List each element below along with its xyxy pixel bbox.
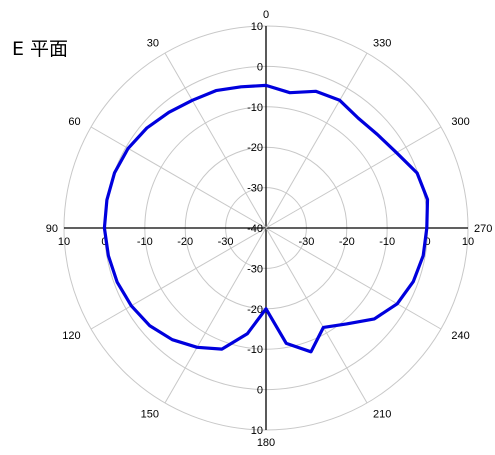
r-tick-label: -40 xyxy=(247,223,263,235)
angle-tick-label: 90 xyxy=(46,223,58,235)
r-tick-label: -20 xyxy=(247,142,263,154)
angle-tick-label: 300 xyxy=(451,116,469,128)
r-tick-label: -10 xyxy=(247,344,263,356)
r-tick-label: 10 xyxy=(462,236,474,248)
angle-tick-label: 270 xyxy=(474,223,492,235)
r-tick-label: 0 xyxy=(257,61,263,73)
angle-tick-label: 240 xyxy=(451,330,469,342)
angle-tick-label: 180 xyxy=(257,437,275,449)
r-tick-label: 0 xyxy=(425,236,431,248)
r-tick-label: -30 xyxy=(247,183,263,195)
grid-spoke xyxy=(164,227,267,404)
grid-spoke xyxy=(265,227,442,330)
r-tick-label: -10 xyxy=(379,236,395,248)
angle-tick-label: 0 xyxy=(263,9,269,21)
r-tick-label: -20 xyxy=(177,236,193,248)
r-tick-label: -20 xyxy=(247,304,263,316)
r-tick-label: 10 xyxy=(251,21,263,33)
grid-spoke xyxy=(265,52,368,229)
angle-tick-label: 210 xyxy=(373,408,391,420)
angle-tick-label: 60 xyxy=(68,116,80,128)
angle-tick-label: 150 xyxy=(141,408,159,420)
polar-grid xyxy=(63,25,469,431)
grid-spoke xyxy=(90,227,267,330)
grid-spoke xyxy=(265,126,442,229)
r-tick-label: 10 xyxy=(251,425,263,437)
r-tick-label: 10 xyxy=(58,236,70,248)
r-tick-label: -10 xyxy=(137,236,153,248)
grid-spoke xyxy=(265,227,368,404)
radial-tick-labels: -40 -30 -20 -10 0 10 -30 -20 -10 0 10 -30 -20 -10 0 10 -… xyxy=(58,21,474,437)
r-tick-label: -10 xyxy=(247,102,263,114)
r-tick-label: 0 xyxy=(257,385,263,397)
angle-tick-label: 120 xyxy=(62,330,80,342)
angle-tick-labels: 0 30 60 90 120 150 180 210 240 270 300 330 xyxy=(46,9,493,449)
r-tick-label: -30 xyxy=(298,236,314,248)
r-tick-label: -20 xyxy=(339,236,355,248)
angle-tick-label: 30 xyxy=(147,38,159,50)
grid-spoke xyxy=(90,126,267,229)
chart-title: E 平面 xyxy=(12,38,69,60)
series-layer xyxy=(102,83,430,354)
r-tick-label: 0 xyxy=(101,236,107,248)
r-tick-label: -30 xyxy=(247,263,263,275)
r-tick-label: -30 xyxy=(218,236,234,248)
angle-tick-label: 330 xyxy=(373,38,391,50)
series-line xyxy=(102,83,430,354)
grid-spoke xyxy=(164,52,267,229)
